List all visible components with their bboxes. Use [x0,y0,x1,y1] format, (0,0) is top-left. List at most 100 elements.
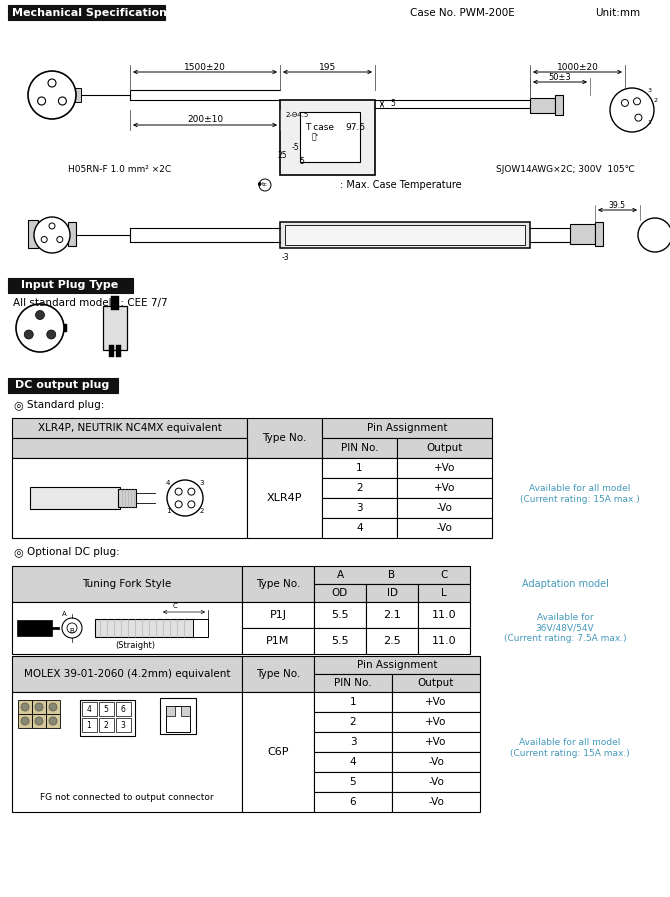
Text: -Vo: -Vo [437,523,452,533]
Bar [116,345,121,357]
Text: -5: -5 [291,144,299,152]
Bar [8,378,118,393]
Bar [314,628,366,654]
Text: 39.5: 39.5 [608,202,626,211]
Text: 1: 1 [350,697,356,707]
Bar [314,566,470,584]
Circle shape [36,310,44,319]
Bar [392,732,480,752]
Circle shape [175,488,182,495]
Bar [418,584,470,602]
Bar [366,602,418,628]
Bar [8,278,133,293]
Bar [570,224,595,244]
Bar [280,222,530,248]
Circle shape [167,480,203,516]
Bar [314,584,366,602]
Circle shape [67,623,77,633]
Text: PIN No.: PIN No. [334,678,372,688]
Bar [314,692,392,712]
Text: 1: 1 [356,463,363,473]
Bar [82,702,97,716]
Text: PIN No.: PIN No. [340,443,379,453]
Text: +Vo: +Vo [425,737,447,747]
Text: Available for all model
(Current rating: 15A max.): Available for all model (Current rating:… [510,738,630,758]
Bar [322,418,492,438]
Bar [12,602,242,654]
Text: Type No.: Type No. [263,433,307,443]
Bar [118,489,136,507]
Bar [314,752,392,772]
Bar [160,698,196,734]
Bar [116,702,131,716]
Circle shape [38,97,46,105]
Bar [392,674,480,692]
Circle shape [21,703,29,711]
Bar [242,566,314,602]
Text: 5: 5 [391,100,395,109]
Bar [32,700,46,714]
Text: OD: OD [332,588,348,598]
Circle shape [49,717,57,725]
Circle shape [57,237,63,242]
Bar [12,438,247,458]
Bar [366,628,418,654]
Text: 200±10: 200±10 [187,116,223,125]
Text: P1M: P1M [266,636,289,646]
Bar [397,458,492,478]
Text: 3: 3 [121,720,125,729]
Text: Optional DC plug:: Optional DC plug: [27,547,120,557]
Text: 4: 4 [356,523,363,533]
Bar [12,458,247,538]
Text: 3: 3 [200,480,204,486]
Circle shape [49,223,55,229]
Text: 5.5: 5.5 [331,636,349,646]
Bar [30,487,120,509]
Bar [322,458,397,478]
Circle shape [35,703,43,711]
Bar [247,458,322,538]
Circle shape [62,618,82,638]
Text: Type No.: Type No. [256,579,300,589]
Text: -Vo: -Vo [437,503,452,513]
Text: T case: T case [306,124,334,133]
Bar [418,602,470,628]
Text: -Vo: -Vo [428,757,444,767]
Text: ID: ID [387,588,397,598]
Bar [166,706,190,732]
Bar [12,656,242,692]
Bar [73,88,81,102]
Text: 5: 5 [350,777,356,787]
Bar [397,518,492,538]
Bar [392,692,480,712]
Text: 2: 2 [653,98,657,102]
Text: 195: 195 [320,64,336,73]
Bar [12,566,242,602]
Bar [99,702,114,716]
Text: -Vo: -Vo [428,777,444,787]
Text: +Vo: +Vo [425,717,447,727]
Bar [12,418,247,438]
Text: Tuning Fork Style: Tuning Fork Style [82,579,172,589]
Text: MOLEX 39-01-2060 (4.2mm) equivalent: MOLEX 39-01-2060 (4.2mm) equivalent [23,669,230,679]
Text: 2: 2 [200,508,204,514]
Text: Mechanical Specification: Mechanical Specification [11,8,167,18]
Bar [18,700,32,714]
Text: Available for all model
(Current rating: 15A max.): Available for all model (Current rating:… [520,484,640,504]
Text: 4: 4 [350,757,356,767]
Text: A: A [336,570,344,580]
Bar [314,792,392,812]
Bar [314,732,392,752]
Bar [314,772,392,792]
Text: Output: Output [426,443,463,453]
Text: H05RN-F 1.0 mm² ×2C: H05RN-F 1.0 mm² ×2C [68,166,172,175]
Text: L: L [441,588,447,598]
Bar [595,222,603,246]
Text: 97.5: 97.5 [345,124,365,133]
Circle shape [634,98,641,105]
Bar [28,220,38,248]
Text: SJOW14AWG×2C; 300V  105℃: SJOW14AWG×2C; 300V 105℃ [496,166,634,175]
Bar [62,324,67,332]
Text: •: • [255,179,263,191]
Bar [418,628,470,654]
